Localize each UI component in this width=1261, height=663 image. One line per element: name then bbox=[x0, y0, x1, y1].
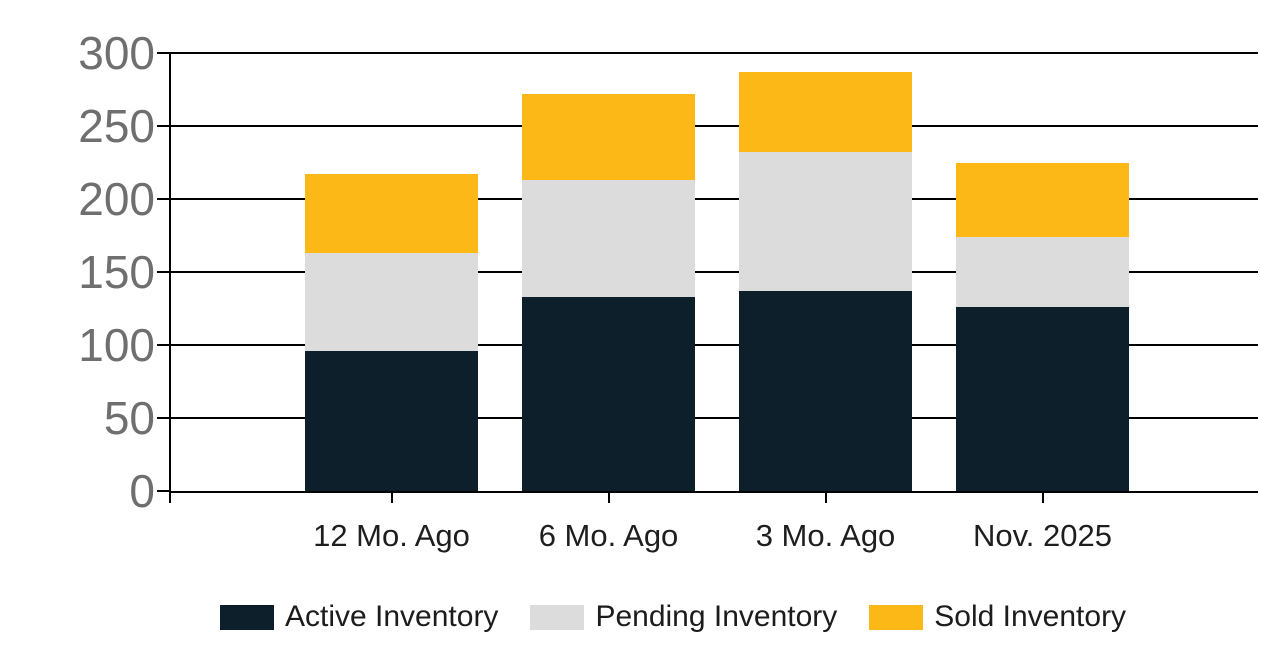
y-axis-label: 0 bbox=[129, 465, 155, 517]
y-axis-tick-200 bbox=[157, 198, 170, 200]
y-axis-label: 100 bbox=[78, 319, 155, 371]
bar-segment-sold-inventory-2 bbox=[522, 93, 695, 181]
y-axis-label: 50 bbox=[103, 392, 155, 444]
bar-segment-pending-inventory-3 bbox=[739, 152, 912, 291]
x-axis-tick-2 bbox=[607, 491, 610, 503]
bar-segment-active-inventory-3 bbox=[739, 290, 912, 491]
legend: Active Inventory Pending Inventory Sold In… bbox=[220, 600, 1126, 634]
legend-label: Sold Inventory bbox=[934, 600, 1127, 633]
legend-label: Active Inventory bbox=[285, 600, 499, 633]
legend-label: Pending Inventory bbox=[595, 600, 838, 633]
x-axis-tick-3 bbox=[824, 491, 827, 503]
legend-swatch-icon bbox=[220, 604, 274, 630]
bar-segment-sold-inventory-4 bbox=[956, 162, 1129, 237]
gridline-150 bbox=[170, 271, 1258, 273]
x-axis-tick-1 bbox=[390, 491, 393, 503]
y-axis-line bbox=[169, 53, 171, 503]
bar-segment-active-inventory-2 bbox=[522, 296, 695, 491]
y-axis-tick-50 bbox=[157, 417, 170, 419]
gridline-300 bbox=[170, 52, 1258, 54]
legend-swatch-icon bbox=[530, 604, 585, 630]
legend-item-pending-inventory: Pending Inventory bbox=[530, 600, 837, 634]
bar-segment-sold-inventory-3 bbox=[739, 71, 912, 153]
y-axis-label: 150 bbox=[78, 246, 155, 298]
gridline-250 bbox=[170, 125, 1258, 127]
y-axis-label: 250 bbox=[78, 100, 155, 152]
plot-area bbox=[170, 52, 1258, 493]
x-axis-label: 12 Mo. Ago bbox=[313, 518, 470, 553]
x-axis-label: 6 Mo. Ago bbox=[538, 518, 679, 553]
y-axis-tick-100 bbox=[157, 344, 170, 346]
bar-segment-pending-inventory-2 bbox=[522, 180, 695, 297]
legend-item-sold-inventory: Sold Inventory bbox=[869, 600, 1126, 634]
gridline-0 bbox=[170, 491, 1258, 493]
bar-segment-pending-inventory-4 bbox=[956, 236, 1129, 308]
x-axis-tick-4 bbox=[1041, 491, 1044, 503]
legend-swatch-icon bbox=[869, 604, 924, 630]
gridline-200 bbox=[170, 198, 1258, 200]
x-axis-label: Nov. 2025 bbox=[972, 518, 1112, 553]
bar-segment-active-inventory-4 bbox=[956, 307, 1129, 491]
bar-segment-active-inventory-1 bbox=[305, 350, 478, 491]
gridline-100 bbox=[170, 344, 1258, 346]
y-axis-label: 300 bbox=[78, 27, 155, 79]
gridline-50 bbox=[170, 417, 1258, 419]
y-axis-tick-150 bbox=[157, 271, 170, 273]
y-axis-tick-250 bbox=[157, 125, 170, 127]
bar-segment-pending-inventory-1 bbox=[305, 253, 478, 351]
y-axis-tick-300 bbox=[157, 52, 170, 54]
y-axis-label: 200 bbox=[78, 173, 155, 225]
bar-segment-sold-inventory-1 bbox=[305, 174, 478, 254]
x-axis-label: 3 Mo. Ago bbox=[755, 518, 896, 553]
legend-item-active-inventory: Active Inventory bbox=[220, 600, 498, 634]
y-axis-tick-0 bbox=[157, 490, 170, 492]
